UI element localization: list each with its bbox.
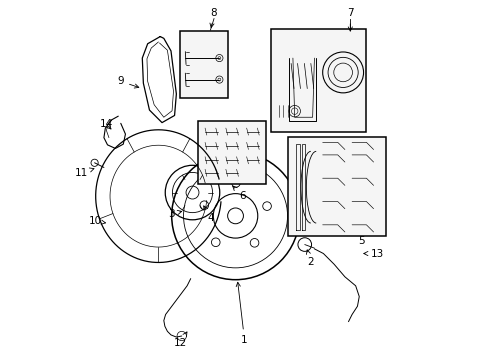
Text: 9: 9 bbox=[117, 76, 139, 88]
Bar bbox=[180, 31, 228, 98]
Bar bbox=[287, 137, 386, 235]
Text: 8: 8 bbox=[209, 8, 217, 27]
Text: 13: 13 bbox=[363, 248, 383, 258]
Text: 11: 11 bbox=[75, 168, 94, 178]
Bar bbox=[198, 121, 265, 184]
Text: 12: 12 bbox=[173, 332, 186, 348]
Text: 10: 10 bbox=[89, 216, 105, 226]
Text: 4: 4 bbox=[203, 206, 213, 222]
Text: 5: 5 bbox=[357, 236, 364, 246]
Bar bbox=[271, 30, 366, 132]
Text: 1: 1 bbox=[236, 282, 247, 345]
Text: 6: 6 bbox=[232, 186, 245, 201]
Text: 7: 7 bbox=[346, 8, 353, 31]
Text: 14: 14 bbox=[100, 120, 113, 129]
Text: 2: 2 bbox=[306, 250, 313, 267]
Text: 3: 3 bbox=[167, 209, 182, 219]
